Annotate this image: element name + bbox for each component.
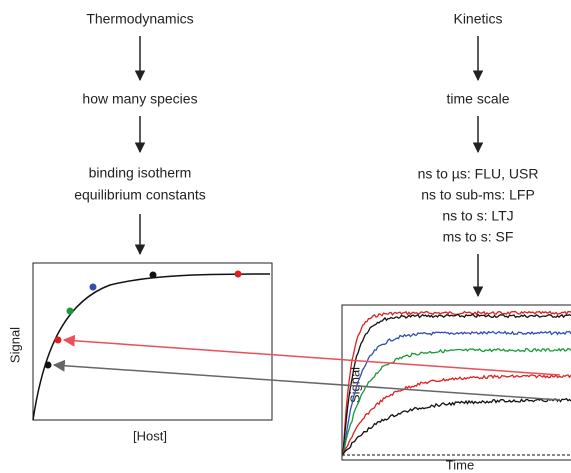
plot-frame bbox=[341, 304, 571, 461]
kinetics-plot: Signal Time bbox=[341, 304, 571, 472]
kinetics-title: Kinetics bbox=[453, 11, 502, 27]
point bbox=[66, 307, 74, 315]
point bbox=[44, 361, 52, 369]
thermo-result: binding isotherm bbox=[89, 165, 192, 181]
isotherm-plot: Signal [Host] bbox=[7, 262, 273, 443]
kinetics-method: ms to s: SF bbox=[443, 229, 514, 245]
thermo-title: Thermodynamics bbox=[86, 11, 193, 27]
point bbox=[234, 270, 242, 278]
point bbox=[89, 283, 97, 291]
point bbox=[54, 336, 62, 344]
y-axis-label: Signal bbox=[347, 367, 362, 403]
link-arrow bbox=[52, 359, 561, 401]
isotherm-curve bbox=[32, 273, 271, 421]
point bbox=[149, 271, 157, 279]
x-axis-label: [Host] bbox=[133, 428, 167, 443]
plot-frame bbox=[32, 262, 273, 421]
kinetics-method: ns to sub-ms: LFP bbox=[421, 187, 535, 203]
kinetics-method: ns to s: LTJ bbox=[442, 208, 513, 224]
kinetic-trace bbox=[342, 330, 571, 455]
y-axis-label: Signal bbox=[7, 327, 22, 363]
thermo-step: how many species bbox=[82, 91, 197, 107]
kinetics-method: ns to µs: FLU, USR bbox=[418, 166, 539, 182]
x-axis-label: Time bbox=[446, 457, 474, 472]
kinetic-trace bbox=[342, 313, 571, 455]
kinetics-step: time scale bbox=[446, 91, 509, 107]
kinetic-trace bbox=[342, 347, 571, 457]
thermo-result: equilibrium constants bbox=[74, 187, 206, 203]
link-arrow bbox=[62, 334, 561, 376]
kinetic-trace bbox=[342, 397, 571, 455]
kinetic-trace bbox=[342, 373, 571, 455]
